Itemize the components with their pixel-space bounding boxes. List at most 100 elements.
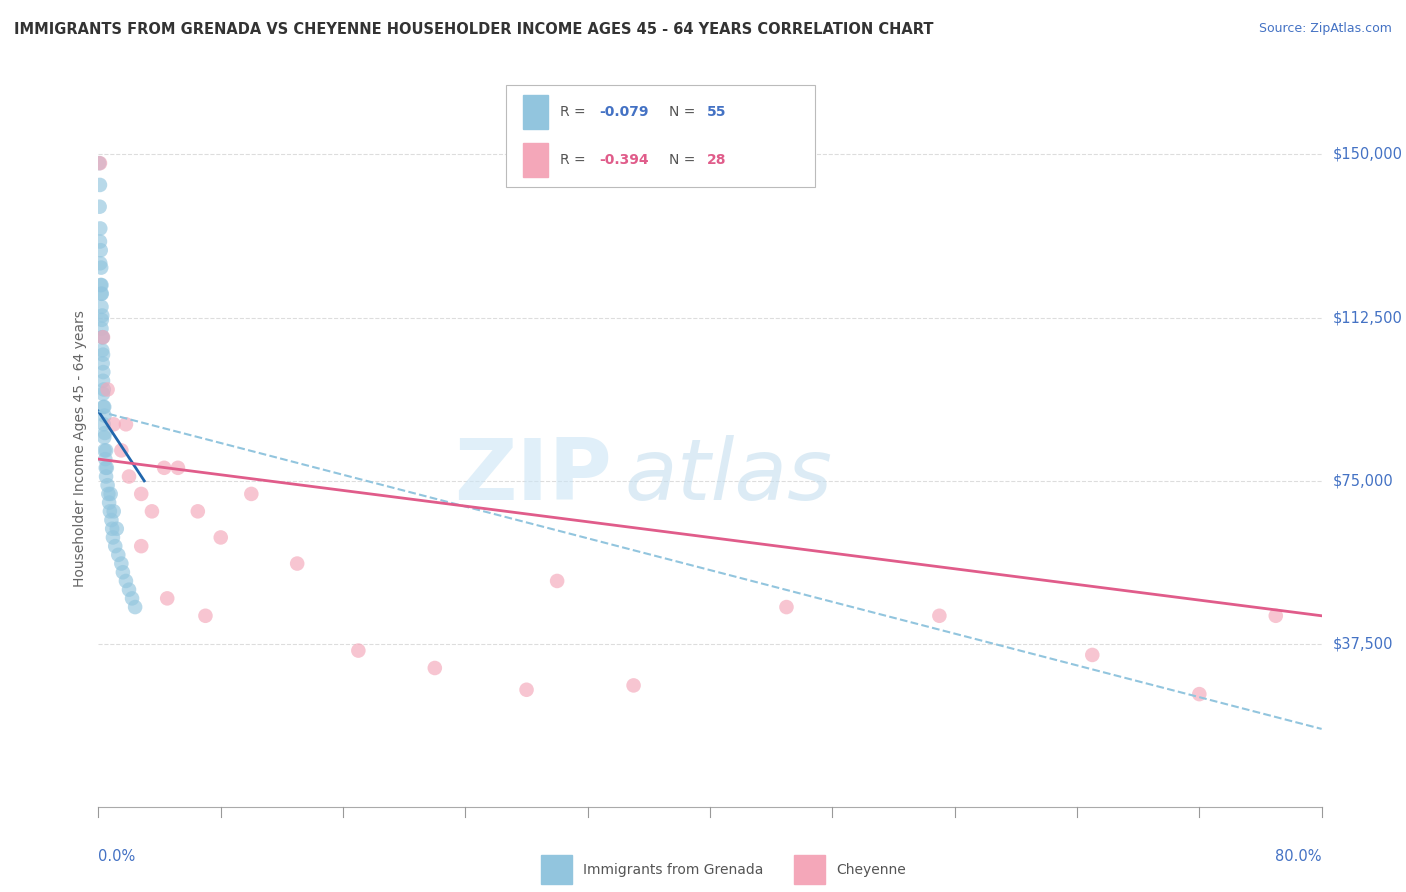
- Point: [89, 256, 111, 270]
- Point: [1188, 687, 1211, 701]
- Point: [89, 178, 111, 192]
- Point: [111, 566, 134, 580]
- Text: 55: 55: [707, 105, 727, 120]
- Text: -0.079: -0.079: [599, 105, 648, 120]
- Point: [91, 374, 114, 388]
- Text: -0.394: -0.394: [599, 153, 648, 167]
- Point: [187, 504, 209, 518]
- Point: [240, 487, 263, 501]
- Point: [96, 460, 118, 475]
- Point: [775, 600, 797, 615]
- Point: [285, 557, 308, 571]
- Point: [141, 504, 163, 518]
- Point: [93, 400, 115, 414]
- Point: [93, 400, 115, 414]
- Point: [103, 417, 125, 432]
- Text: N =: N =: [669, 105, 700, 120]
- Point: [104, 539, 127, 553]
- Point: [90, 260, 112, 275]
- Point: [115, 574, 138, 588]
- Point: [347, 643, 370, 657]
- Point: [129, 539, 152, 553]
- Point: [156, 591, 179, 606]
- Text: atlas: atlas: [624, 435, 832, 518]
- Point: [90, 278, 112, 293]
- Point: [105, 522, 128, 536]
- Point: [516, 682, 538, 697]
- Point: [110, 557, 132, 571]
- Point: [89, 235, 111, 249]
- Point: [90, 244, 112, 258]
- Point: [928, 608, 950, 623]
- Text: 0.0%: 0.0%: [98, 848, 135, 863]
- Point: [89, 156, 111, 170]
- Point: [97, 383, 120, 397]
- Text: IMMIGRANTS FROM GRENADA VS CHEYENNE HOUSEHOLDER INCOME AGES 45 - 64 YEARS CORREL: IMMIGRANTS FROM GRENADA VS CHEYENNE HOUS…: [14, 22, 934, 37]
- Text: N =: N =: [669, 153, 700, 167]
- Point: [107, 548, 129, 562]
- Text: ZIP: ZIP: [454, 435, 612, 518]
- Point: [1081, 648, 1104, 662]
- Point: [91, 348, 114, 362]
- Text: Cheyenne: Cheyenne: [837, 863, 907, 877]
- Text: 80.0%: 80.0%: [1275, 848, 1322, 863]
- Point: [94, 452, 117, 467]
- Text: $75,000: $75,000: [1333, 474, 1393, 488]
- Point: [91, 356, 114, 370]
- Point: [153, 460, 176, 475]
- Text: R =: R =: [560, 153, 589, 167]
- Point: [93, 409, 115, 423]
- Text: $150,000: $150,000: [1333, 147, 1402, 162]
- Point: [91, 387, 114, 401]
- Point: [94, 469, 117, 483]
- Point: [423, 661, 446, 675]
- Point: [90, 313, 112, 327]
- Point: [91, 330, 114, 344]
- Point: [103, 504, 125, 518]
- Point: [115, 417, 138, 432]
- Point: [194, 608, 217, 623]
- Point: [90, 278, 112, 293]
- Point: [89, 200, 111, 214]
- Point: [93, 383, 115, 397]
- Point: [91, 330, 114, 344]
- Point: [90, 321, 112, 335]
- Point: [90, 286, 112, 301]
- Point: [93, 430, 115, 444]
- Point: [89, 221, 111, 235]
- Point: [91, 343, 114, 358]
- Y-axis label: Householder Income Ages 45 - 64 years: Householder Income Ages 45 - 64 years: [73, 310, 87, 587]
- Text: Source: ZipAtlas.com: Source: ZipAtlas.com: [1258, 22, 1392, 36]
- Point: [118, 582, 141, 597]
- Point: [89, 156, 111, 170]
- Text: R =: R =: [560, 105, 589, 120]
- Point: [100, 487, 122, 501]
- Text: $112,500: $112,500: [1333, 310, 1402, 326]
- Text: Immigrants from Grenada: Immigrants from Grenada: [583, 863, 763, 877]
- Point: [121, 591, 143, 606]
- Point: [98, 495, 121, 509]
- Point: [100, 513, 122, 527]
- Point: [209, 531, 232, 545]
- Point: [546, 574, 568, 588]
- Point: [94, 443, 117, 458]
- Point: [98, 504, 121, 518]
- Point: [94, 425, 117, 440]
- Text: $37,500: $37,500: [1333, 637, 1393, 651]
- Point: [94, 460, 117, 475]
- Point: [90, 300, 112, 314]
- Point: [110, 443, 132, 458]
- Point: [97, 478, 120, 492]
- Point: [124, 600, 146, 615]
- Point: [167, 460, 190, 475]
- Point: [91, 309, 114, 323]
- Point: [623, 678, 645, 692]
- Point: [97, 487, 120, 501]
- Point: [91, 365, 114, 379]
- Text: 28: 28: [707, 153, 727, 167]
- Point: [90, 286, 112, 301]
- Point: [93, 443, 115, 458]
- Point: [129, 487, 152, 501]
- Point: [1264, 608, 1286, 623]
- Point: [101, 522, 124, 536]
